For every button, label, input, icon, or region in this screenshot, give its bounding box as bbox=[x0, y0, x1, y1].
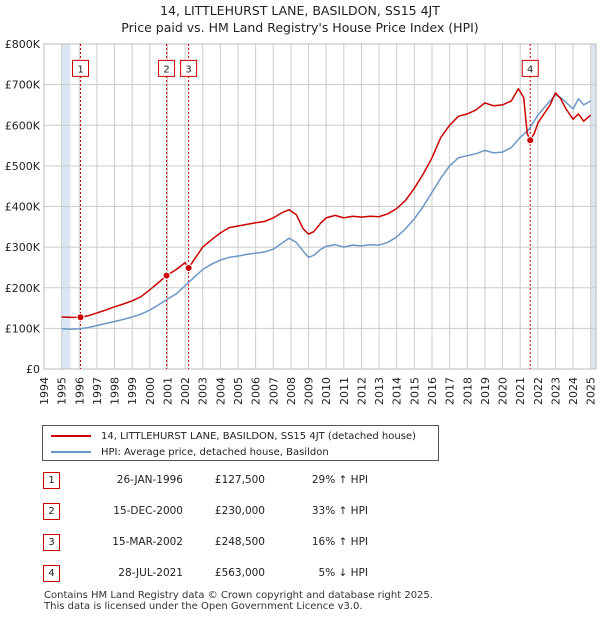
x-tick-label: 2015 bbox=[408, 377, 421, 405]
transaction-date: 28-JUL-2021 bbox=[118, 567, 183, 579]
price-chart: £0 £100K £200K £300K £400K £500K £600K £700K £80… bbox=[5, 38, 598, 405]
transaction-label: 4 bbox=[527, 64, 533, 75]
transaction-marker bbox=[162, 271, 171, 280]
y-tick-label: £300K bbox=[5, 241, 41, 254]
y-tick-label: £700K bbox=[5, 79, 41, 92]
transaction-price: £248,500 bbox=[214, 536, 265, 548]
transaction-hpi-change: 33% ↑ HPI bbox=[311, 505, 368, 517]
x-tick-label: 2009 bbox=[303, 377, 316, 405]
transaction-price: £127,500 bbox=[214, 474, 265, 486]
y-tick-label: £0 bbox=[26, 363, 40, 376]
transaction-label-box bbox=[180, 59, 198, 77]
transaction-label-box bbox=[72, 59, 90, 77]
chart-subtitle: Price paid vs. HM Land Registry's House … bbox=[121, 20, 479, 35]
transaction-date: 15-DEC-2000 bbox=[113, 505, 183, 517]
x-tick-label: 2014 bbox=[391, 377, 404, 405]
x-tick-label: 2010 bbox=[320, 377, 333, 405]
x-tick-label: 2020 bbox=[497, 377, 510, 405]
legend-swatch-hpi bbox=[51, 451, 91, 453]
x-tick-label: 2004 bbox=[214, 377, 227, 405]
footer-licence: This data is licensed under the Open Gov… bbox=[44, 601, 363, 612]
y-tick-label: £100K bbox=[5, 322, 41, 335]
transaction-badge: 2 bbox=[43, 503, 60, 520]
x-tick-label: 1997 bbox=[91, 377, 104, 405]
transaction-price: £563,000 bbox=[214, 567, 265, 579]
transaction-hpi-change: 29% ↑ HPI bbox=[311, 474, 368, 486]
transaction-date: 26-JAN-1996 bbox=[116, 474, 183, 486]
x-tick-label: 2021 bbox=[514, 377, 527, 405]
legend-swatch-property bbox=[51, 435, 91, 437]
x-tick-label: 2006 bbox=[250, 377, 263, 405]
chart-title: 14, LITTLEHURST LANE, BASILDON, SS15 4JT bbox=[160, 3, 440, 18]
transaction-badge: 3 bbox=[43, 534, 60, 551]
x-tick-label: 2019 bbox=[479, 377, 492, 405]
x-tick-label: 2002 bbox=[179, 377, 192, 405]
hpi-line bbox=[61, 94, 592, 330]
x-tick-label: 2007 bbox=[267, 377, 280, 405]
footer-copyright: Contains HM Land Registry data © Crown c… bbox=[44, 590, 433, 601]
y-tick-label: £500K bbox=[5, 160, 41, 173]
x-tick-label: 2008 bbox=[285, 377, 298, 405]
transaction-marker bbox=[526, 136, 535, 145]
x-tick-label: 2017 bbox=[444, 377, 457, 405]
transaction-label-box bbox=[521, 59, 539, 77]
legend: 14, LITTLEHURST LANE, BASILDON, SS15 4JT… bbox=[42, 425, 439, 461]
transaction-price: £230,000 bbox=[214, 505, 265, 517]
transaction-badge: 1 bbox=[43, 472, 60, 489]
x-tick-label: 1999 bbox=[126, 377, 139, 405]
x-tick-label: 2025 bbox=[585, 377, 598, 405]
x-tick-label: 1994 bbox=[38, 377, 51, 405]
x-tick-label: 1995 bbox=[56, 377, 69, 405]
legend-label-hpi: HPI: Average price, detached house, Basi… bbox=[101, 446, 329, 458]
plot-frame bbox=[43, 43, 597, 370]
x-tick-label: 1996 bbox=[73, 377, 86, 405]
transaction-label: 2 bbox=[163, 64, 169, 75]
transaction-date: 15-MAR-2002 bbox=[112, 536, 183, 548]
x-tick-label: 2000 bbox=[144, 377, 157, 405]
x-tick-label: 2005 bbox=[232, 377, 245, 405]
y-tick-label: £200K bbox=[5, 282, 41, 295]
transaction-label-box bbox=[158, 59, 176, 77]
x-tick-label: 2023 bbox=[549, 377, 562, 405]
transaction-hpi-change: 5% ↓ HPI bbox=[318, 567, 368, 579]
y-tick-label: £400K bbox=[5, 201, 41, 214]
x-tick-label: 2003 bbox=[197, 377, 210, 405]
transaction-badge: 4 bbox=[43, 565, 60, 582]
footer: Contains HM Land Registry data © Crown c… bbox=[44, 590, 433, 612]
legend-label-property: 14, LITTLEHURST LANE, BASILDON, SS15 4JT… bbox=[101, 430, 416, 442]
x-tick-label: 2001 bbox=[161, 377, 174, 405]
x-tick-label: 1998 bbox=[109, 377, 122, 405]
transaction-label: 1 bbox=[77, 64, 83, 75]
x-tick-label: 2022 bbox=[532, 377, 545, 405]
transaction-marker bbox=[76, 313, 85, 322]
x-tick-label: 2024 bbox=[567, 377, 580, 405]
legend-item-property: 14, LITTLEHURST LANE, BASILDON, SS15 4JT… bbox=[51, 428, 416, 444]
transaction-marker bbox=[184, 264, 193, 273]
legend-item-hpi: HPI: Average price, detached house, Basi… bbox=[51, 444, 329, 460]
y-tick-label: £600K bbox=[5, 119, 41, 132]
transaction-label: 3 bbox=[185, 64, 191, 75]
x-tick-label: 2012 bbox=[355, 377, 368, 405]
x-tick-label: 2018 bbox=[461, 377, 474, 405]
transaction-hpi-change: 16% ↑ HPI bbox=[311, 536, 368, 548]
y-tick-label: £800K bbox=[5, 38, 41, 51]
x-tick-label: 2011 bbox=[338, 377, 351, 405]
x-tick-label: 2016 bbox=[426, 377, 439, 405]
x-tick-label: 2013 bbox=[373, 377, 386, 405]
